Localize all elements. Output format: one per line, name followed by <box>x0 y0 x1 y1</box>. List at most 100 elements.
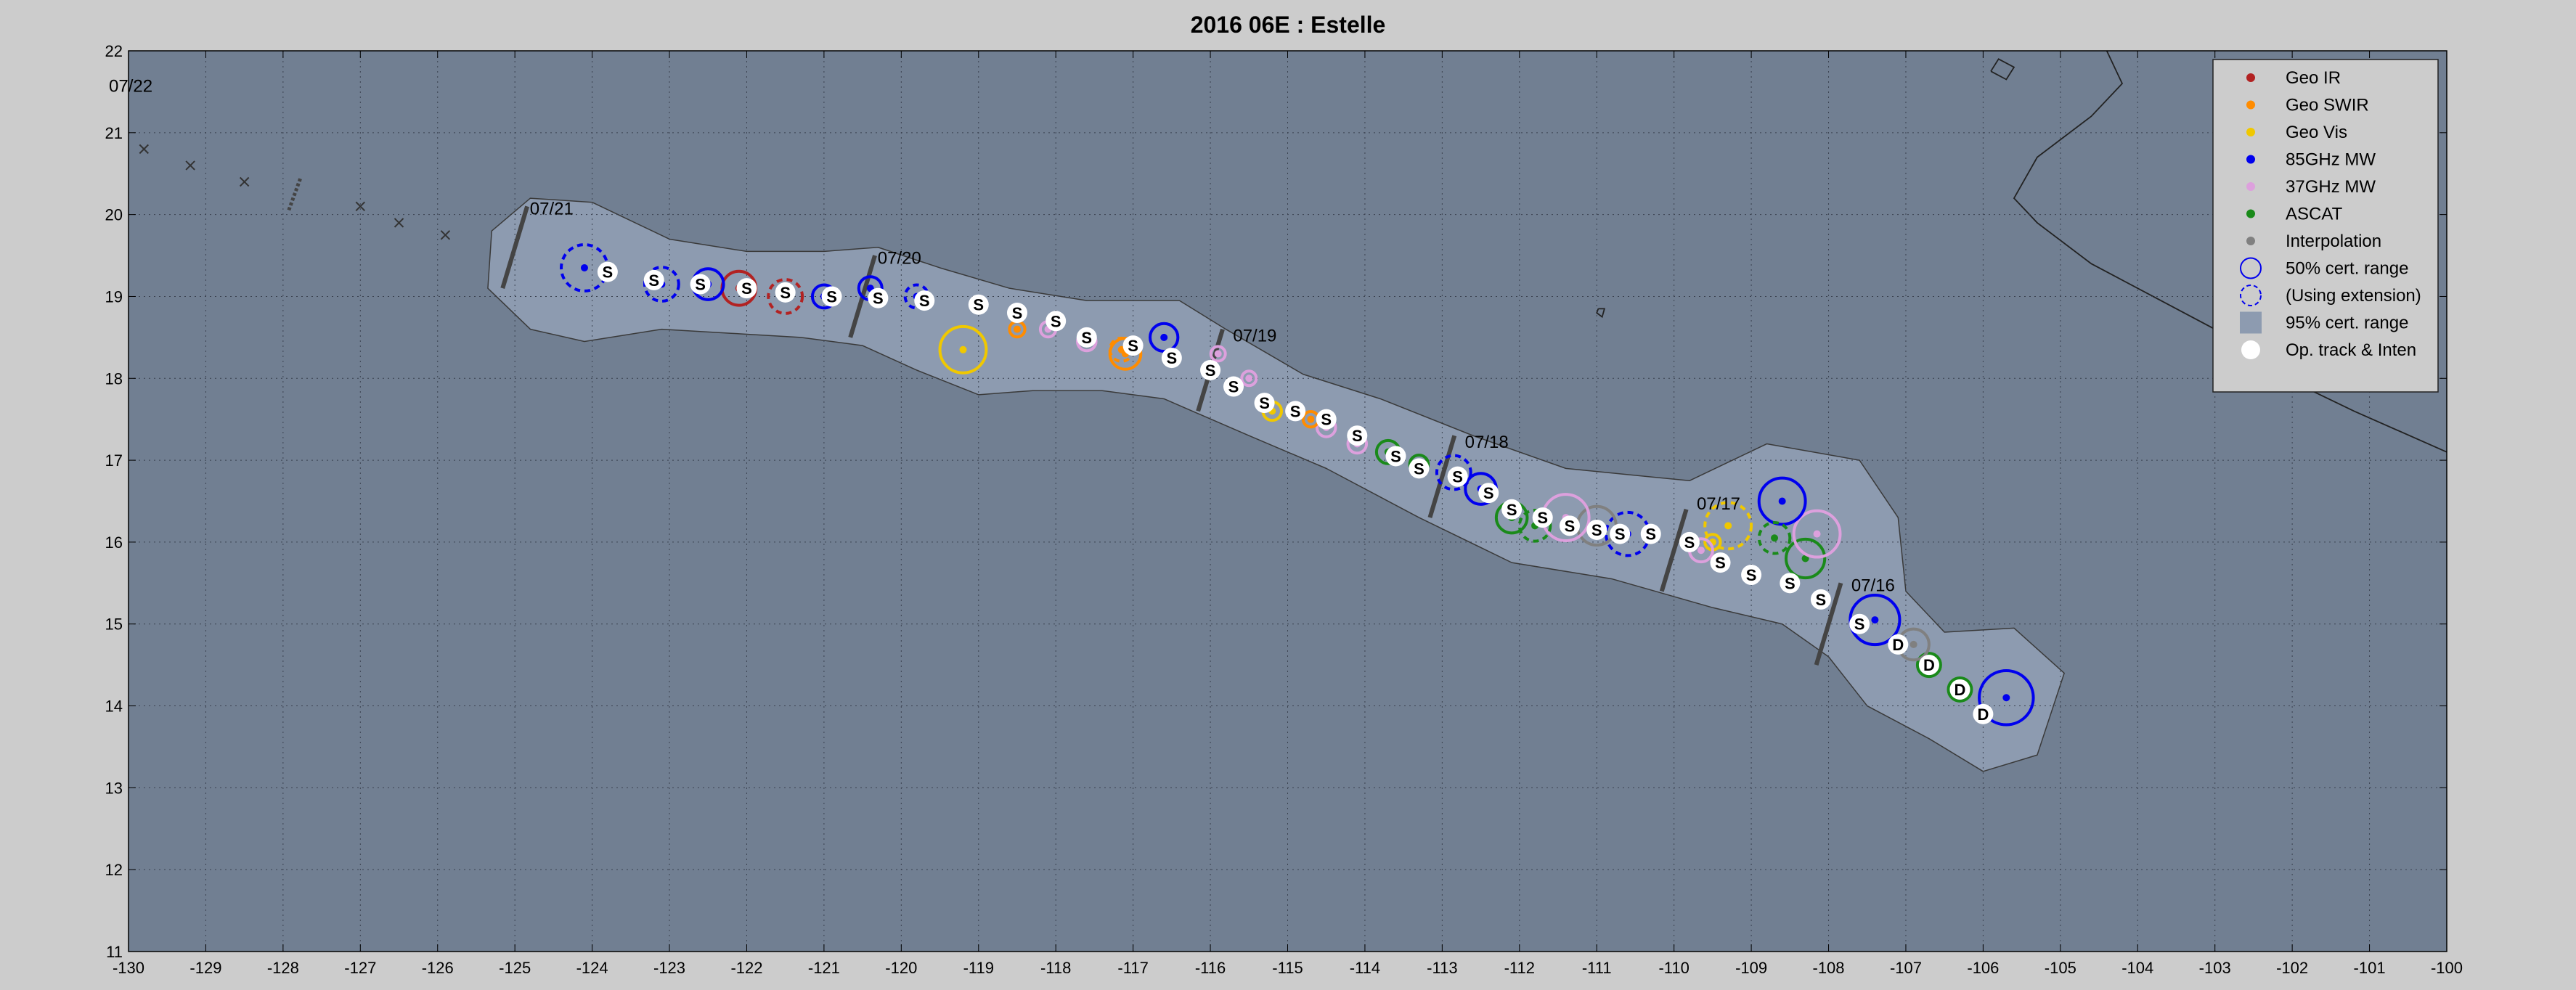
x-tick-label: -109 <box>1735 959 1767 977</box>
op-track-intensity-label: S <box>1645 525 1656 544</box>
date-bar <box>500 205 529 290</box>
op-track-point <box>821 286 842 307</box>
op-track-point <box>1640 523 1661 544</box>
op-track-point <box>1447 466 1468 487</box>
x-tick-label: -108 <box>1813 959 1845 977</box>
x-tick-label: -128 <box>267 959 299 977</box>
date-label: 07/22 <box>109 76 152 96</box>
y-tick-label: 14 <box>105 698 123 716</box>
op-track-intensity-label: S <box>1228 378 1239 396</box>
fix-dot-mw37 <box>1697 547 1705 555</box>
x-tick-label: -116 <box>1195 959 1226 977</box>
legend-box <box>2212 59 2439 393</box>
cert95-envelope <box>487 197 2065 772</box>
op-track-point <box>1122 335 1144 356</box>
op-track-intensity-label: S <box>1321 411 1332 429</box>
x-tick-label: -112 <box>1504 959 1535 977</box>
op-track-point <box>1285 401 1306 422</box>
op-track-point <box>1385 446 1406 467</box>
legend-label: 85GHz MW <box>2286 150 2376 170</box>
history-marker <box>440 230 451 240</box>
op-track-intensity-label: S <box>1785 574 1796 592</box>
history-marker <box>139 144 149 155</box>
op-track-intensity-label: S <box>1715 554 1726 572</box>
fix-dot-mw37 <box>1813 530 1821 538</box>
fix-dot-mw85 <box>1160 333 1168 341</box>
history-marker <box>394 218 404 228</box>
x-tick-label: -105 <box>2045 959 2076 977</box>
legend-marker <box>2246 182 2255 191</box>
x-tick-label: -125 <box>499 959 531 977</box>
op-track-intensity-label: S <box>1290 402 1301 420</box>
legend-label: 95% cert. range <box>2286 314 2408 333</box>
land-island <box>1990 58 2015 81</box>
fix-dot-geo_swir <box>1307 415 1315 423</box>
op-track-intensity-label: S <box>1452 468 1463 486</box>
x-tick-label: -124 <box>576 959 608 977</box>
legend-marker <box>2240 285 2262 306</box>
x-tick-label: -111 <box>1582 959 1612 977</box>
fix-dot-interp <box>1909 640 1917 648</box>
fix-circle-mw85 <box>1978 669 2035 727</box>
legend-marker <box>2246 155 2255 164</box>
x-tick-label: -130 <box>113 959 144 977</box>
op-track-point <box>1710 552 1731 573</box>
fix-circle-geo_ir <box>767 278 804 315</box>
x-tick-label: -113 <box>1427 959 1457 977</box>
fix-dot-mw37 <box>1214 350 1222 358</box>
op-track-point <box>914 290 935 311</box>
fix-circle-mw37 <box>1792 509 1842 559</box>
op-track-intensity-label: S <box>1352 427 1363 445</box>
op-track-point <box>1888 634 1909 655</box>
op-track-intensity-label: S <box>826 287 837 306</box>
op-track-intensity-label: D <box>1955 681 1966 699</box>
fix-dot-geo_vis <box>1724 522 1732 530</box>
legend-marker <box>2240 257 2262 279</box>
op-track-intensity-label: S <box>1507 501 1517 519</box>
op-track-intensity-label: S <box>1615 525 1626 544</box>
x-tick-label: -127 <box>344 959 376 977</box>
op-track-point <box>690 274 711 295</box>
op-track-point <box>1780 573 1801 594</box>
op-track-point <box>1559 515 1580 536</box>
legend-marker <box>2246 73 2255 82</box>
op-track-intensity-label: S <box>873 290 884 308</box>
fix-circle-geo_vis <box>938 324 988 375</box>
x-tick-label: -126 <box>422 959 454 977</box>
fix-circle-ascat <box>1915 652 1942 679</box>
op-track-intensity-label: S <box>1414 459 1424 478</box>
op-track-intensity-label: S <box>1081 329 1092 347</box>
date-label: 07/16 <box>1851 576 1895 596</box>
fix-circle-ascat <box>1757 520 1792 555</box>
op-track-point <box>1501 499 1523 520</box>
date-label: 07/18 <box>1465 433 1509 452</box>
history-bar <box>287 177 303 211</box>
op-track-intensity-label: D <box>1923 656 1935 674</box>
op-track-intensity-label: S <box>973 296 984 314</box>
op-track-intensity-label: S <box>603 263 614 282</box>
history-marker <box>239 176 250 187</box>
op-track-point <box>597 261 618 282</box>
x-tick-label: -104 <box>2121 959 2153 977</box>
op-track-point <box>736 278 757 299</box>
fix-dot-ascat <box>1771 534 1779 542</box>
x-tick-label: -114 <box>1350 959 1380 977</box>
fix-dot-mw85 <box>1778 497 1786 505</box>
fix-dot-ascat <box>1801 555 1809 562</box>
op-track-intensity-label: S <box>1205 361 1216 380</box>
fix-circle-mw37 <box>1209 345 1227 363</box>
legend-marker <box>2246 100 2255 110</box>
y-tick-label: 16 <box>105 533 123 552</box>
legend-label: (Using extension) <box>2286 286 2421 306</box>
op-track-point <box>643 269 664 290</box>
y-tick-label: 22 <box>105 42 123 60</box>
y-tick-label: 12 <box>105 861 123 879</box>
history-marker <box>185 160 195 171</box>
op-track-point <box>868 287 889 308</box>
legend-marker <box>2246 237 2255 245</box>
op-track-point <box>968 294 989 315</box>
op-track-point <box>1810 589 1831 610</box>
op-track-intensity-label: S <box>1051 312 1061 330</box>
fix-circle-mw85 <box>1435 454 1472 491</box>
op-track-point <box>1849 613 1870 634</box>
